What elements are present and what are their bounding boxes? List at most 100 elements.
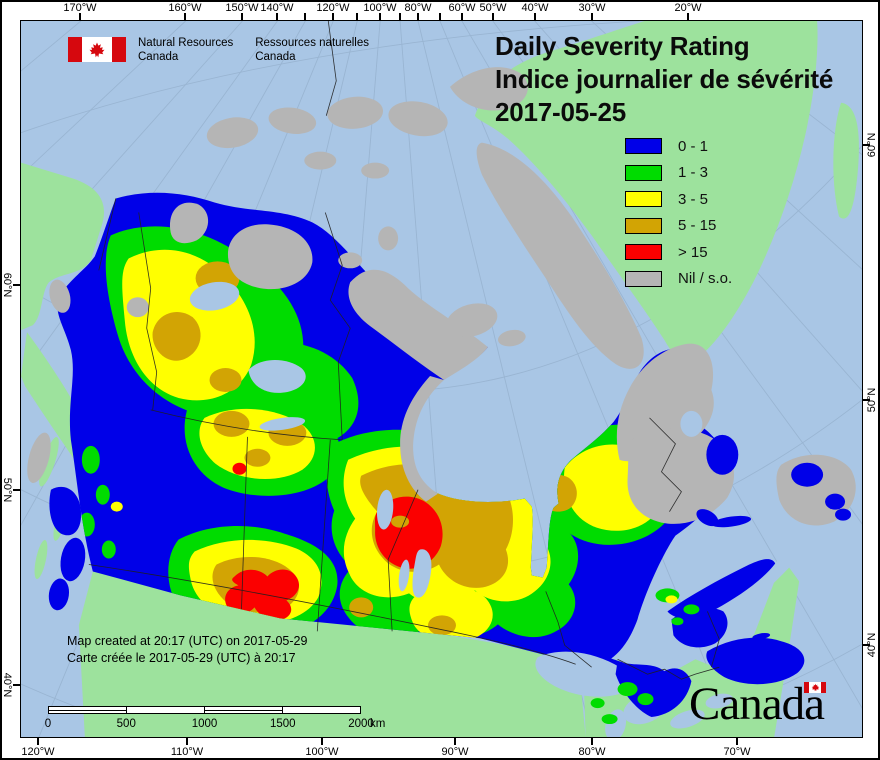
axis-tick [379,13,381,20]
agency-fr-line2: Canada [255,50,296,63]
legend-swatch-3-5 [625,191,662,208]
axis-label: 60°W [448,2,476,14]
axis-label: 50°W [479,2,507,14]
axis-label: 40°N [1,672,13,698]
axis-tick [321,738,323,745]
axis-label: 90°W [441,746,469,758]
agency-en-line2: Canada [138,50,179,63]
scale-segment [283,707,360,713]
axis-tick [13,284,20,286]
axis-label: 120°W [316,2,350,14]
creation-timestamp-fr: Carte créée le 2017-05-29 (UTC) à 20:17 [67,650,296,665]
axis-label: 170°W [63,2,97,14]
scale-segment [49,707,127,713]
scale-label: 0 [44,718,52,730]
title-date: 2017-05-25 [495,97,626,127]
scale-segment [127,707,205,713]
political-boundaries [88,21,720,680]
axis-tick [399,13,401,20]
axis-label: 70°W [723,746,751,758]
scale-bar-graphic [48,706,361,714]
axis-label: 40°N [866,632,878,658]
axis-label: 60°N [1,272,13,298]
maple-leaf-icon [811,683,819,692]
axis-tick [356,13,358,20]
axis-label: 50°N [1,477,13,503]
title-en: Daily Severity Rating [495,31,750,61]
creation-timestamp: Map created at 20:17 (UTC) on 2017-05-29… [67,633,307,666]
axis-label: 60°N [866,132,878,158]
creation-timestamp-en: Map created at 20:17 (UTC) on 2017-05-29 [67,634,308,648]
axis-tick [461,13,463,20]
canada-wordmark: Canada [689,678,825,730]
axis-tick [241,13,243,20]
legend-label: 5 - 15 [678,217,717,235]
axis-tick [13,684,20,686]
axis-tick [534,13,536,20]
maple-leaf-icon [89,42,105,57]
axis-label: 120°W [21,746,55,758]
axis-tick [591,738,593,745]
legend-swatch-nil [625,270,662,287]
scale-unit: km [370,718,386,730]
axis-tick [276,13,278,20]
axis-tick [492,13,494,20]
axis-tick [332,13,334,20]
axis-tick [79,13,81,20]
axis-label: 160°W [168,2,202,14]
axis-tick [37,738,39,745]
scale-label: 500 [116,718,136,730]
map-frame: Natural Resources Canada Ressources natu… [20,20,863,738]
canada-flag-icon [68,37,126,62]
legend-label: 3 - 5 [678,190,709,208]
axis-tick [863,144,870,146]
wordmark-flag-icon [804,682,826,693]
axis-label: 150°W [225,2,259,14]
legend-row: 3 - 5 [625,186,732,213]
axis-tick [454,738,456,745]
axis-tick [304,13,306,20]
axis-label: 140°W [260,2,294,14]
severity-legend: 0 - 1 1 - 3 3 - 5 5 - 15 > 15 Nil / s.o. [625,133,732,292]
axis-tick [186,738,188,745]
title-fr: Indice journalier de sévérité [495,64,834,94]
axis-tick [863,644,870,646]
scale-label: 1500 [269,718,296,730]
axis-tick [736,738,738,745]
scale-segment [205,707,283,713]
axis-label: 110°W [170,746,204,758]
scale-label: 1000 [191,718,218,730]
axis-label: 100°W [363,2,397,14]
legend-swatch-1-3 [625,164,662,181]
nil-region-blue-patches [696,434,852,527]
agency-en-line1: Natural Resources [138,37,234,49]
legend-label: 1 - 3 [678,164,709,182]
legend-row: 1 - 3 [625,160,732,187]
axis-tick [863,399,870,401]
agency-fr-line1: Ressources naturelles [255,37,370,49]
axis-label: 80°W [404,2,432,14]
axis-label: 50°N [866,387,878,413]
axis-label: 40°W [521,2,549,14]
axis-tick [184,13,186,20]
legend-row: 5 - 15 [625,213,732,240]
scale-bar: km 0 500 1000 1500 2000 [44,705,388,735]
axis-label: 30°W [578,2,606,14]
legend-row: > 15 [625,239,732,266]
legend-swatch-gt15 [625,244,662,261]
axis-tick [13,489,20,491]
agency-name-fr: Ressources naturelles Canada [255,37,369,64]
legend-swatch-0-1 [625,138,662,155]
axis-label: 80°W [578,746,606,758]
scale-label: 2000 [348,718,374,730]
axis-tick [591,13,593,20]
legend-label: Nil / s.o. [678,270,733,288]
axis-label: 20°W [674,2,702,14]
canada-severity-map [21,21,862,737]
agency-name-en: Natural Resources Canada [138,37,233,64]
canada-dsr-base [48,192,729,681]
axis-tick [417,13,419,20]
nrcan-signature: Natural Resources Canada Ressources natu… [68,37,369,64]
legend-row: 0 - 1 [625,133,732,160]
legend-label: > 15 [678,243,708,261]
